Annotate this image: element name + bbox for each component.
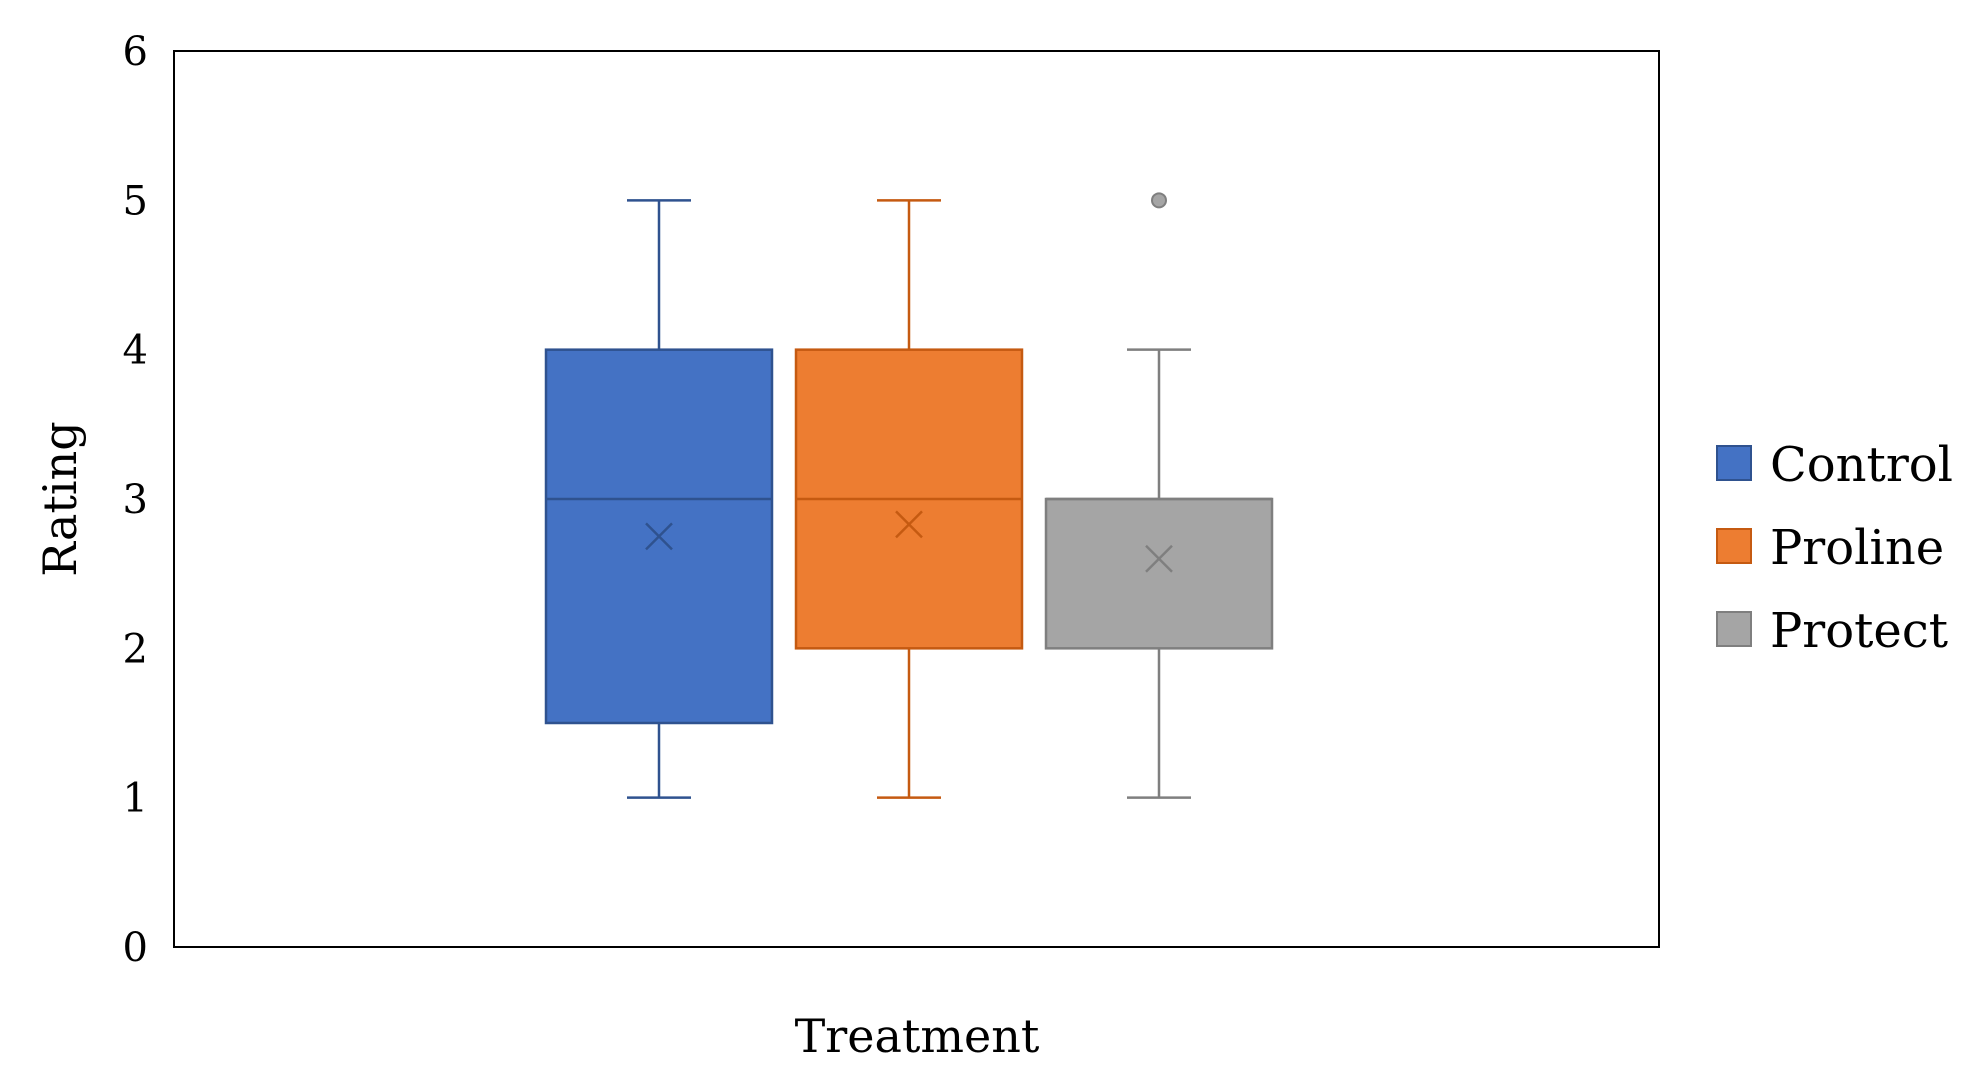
box-proline — [794, 199, 1024, 799]
mean-marker — [1145, 544, 1173, 573]
mean-marker — [895, 510, 923, 539]
legend-swatch-proline — [1716, 528, 1752, 564]
legend: Control Proline Protect — [1716, 437, 1953, 659]
box-control — [544, 199, 774, 799]
y-tick-label: 6 — [123, 29, 148, 75]
y-tick-label: 2 — [123, 626, 148, 672]
legend-label-protect: Protect — [1770, 603, 1948, 659]
x-axis-title: Treatment — [795, 1009, 1040, 1063]
box-series — [544, 192, 1274, 799]
mean-marker — [645, 522, 673, 551]
y-tick-label: 4 — [123, 328, 148, 374]
legend-swatch-protect — [1716, 611, 1752, 647]
y-tick-label: 0 — [123, 925, 148, 971]
iqr-box — [1044, 497, 1274, 650]
y-axis-ticks: 0 1 2 3 4 5 6 — [123, 29, 148, 971]
legend-swatch-control — [1716, 445, 1752, 481]
box-protect — [1044, 192, 1274, 799]
legend-label-proline: Proline — [1770, 520, 1944, 576]
y-tick-label: 3 — [123, 477, 148, 523]
y-tick-label: 5 — [123, 178, 148, 224]
y-axis-title: Rating — [33, 421, 87, 576]
y-tick-label: 1 — [123, 776, 148, 822]
legend-label-control: Control — [1770, 437, 1953, 493]
outlier-point — [1151, 192, 1167, 209]
